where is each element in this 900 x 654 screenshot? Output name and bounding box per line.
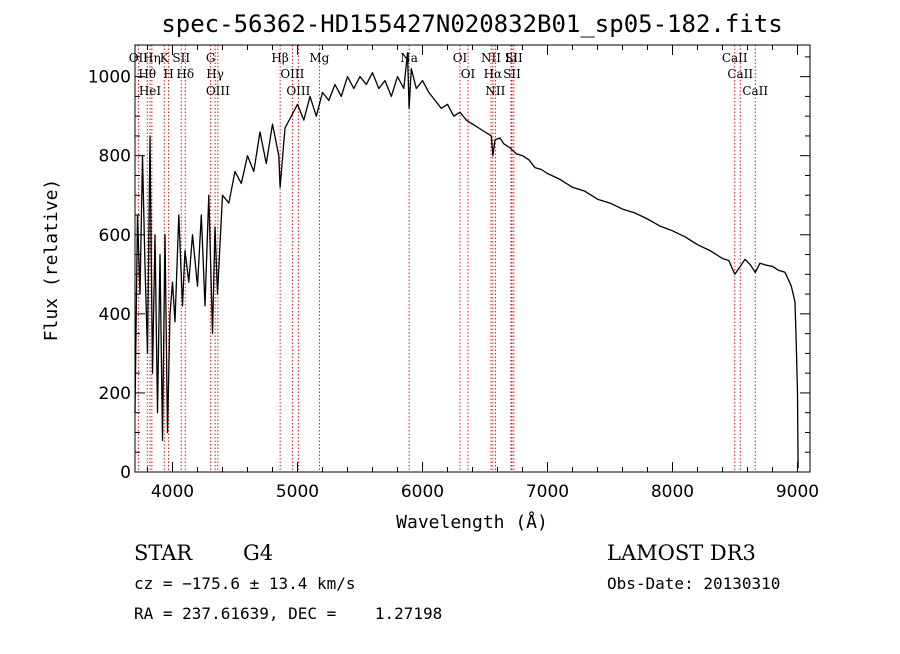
y-tick-label: 200 xyxy=(99,384,131,404)
plot-axes xyxy=(134,44,811,473)
x-tick-label: 9000 xyxy=(776,482,819,502)
spectral-line-label: Mg xyxy=(309,51,329,65)
y-tick-label: 0 xyxy=(120,463,131,483)
y-tick-label: 400 xyxy=(99,305,131,325)
y-axis-ticks: 0 200 400 600 800 1000 xyxy=(88,56,810,483)
spectral-line-label: Hδ xyxy=(176,67,194,81)
redshift-cz: cz = −175.6 ± 13.4 km/s xyxy=(134,574,356,593)
y-axis-label: Flux (relative) xyxy=(41,179,62,342)
spectral-line-label: CaII xyxy=(722,51,748,65)
object-class: STAR xyxy=(134,541,193,565)
spectral-line-labels: OII Hθ HeI Hη KH SII Hδ G Hγ OIII Hβ OIII OIII Mg Na OI… xyxy=(129,51,769,98)
spectral-line-label: Li xyxy=(505,51,517,65)
x-tick-label: 4000 xyxy=(151,482,194,502)
x-tick-label: 8000 xyxy=(651,482,694,502)
x-axis-ticks: 4000 5000 6000 7000 8000 9000 xyxy=(147,45,819,502)
x-axis-label: Wavelength (Å) xyxy=(396,511,548,533)
spectral-line-label: K xyxy=(160,51,170,65)
survey-name: LAMOST DR3 xyxy=(607,541,756,565)
spectrum-series xyxy=(134,52,799,469)
spectral-line-label: OII xyxy=(129,51,149,65)
sky-coordinates: RA = 237.61639, DEC = 1.27198 xyxy=(134,604,442,623)
spectral-line-label: CaII xyxy=(742,84,768,98)
chart-title: spec-56362-HD155427N020832B01_sp05-182.f… xyxy=(161,10,782,38)
plot-frame xyxy=(134,44,811,473)
spectrum-line-flux xyxy=(134,52,799,469)
spectral-line-label: NII xyxy=(481,51,501,65)
y-tick-label: 800 xyxy=(99,147,131,167)
object-subclass: G4 xyxy=(243,541,273,565)
spectral-line-label: OI xyxy=(461,67,476,81)
spectral-line-label: Hη xyxy=(143,51,161,65)
x-tick-label: 7000 xyxy=(526,482,569,502)
spectral-line-markers xyxy=(137,45,756,472)
spectral-line-label: SII xyxy=(505,51,523,65)
spectral-line-label: OIII xyxy=(286,84,310,98)
spectral-line-label: G xyxy=(206,51,216,65)
spectral-line-label: HeI xyxy=(139,84,162,98)
spectral-line-label: OIII xyxy=(280,67,304,81)
spectral-line-label: CaII xyxy=(727,67,753,81)
observation-date: Obs-Date: 20130310 xyxy=(607,574,780,593)
spectral-line-label: Hα xyxy=(484,67,503,81)
y-tick-label: 600 xyxy=(99,226,131,246)
spectral-line-label: Hβ xyxy=(271,51,288,65)
spectral-line-label: Hθ xyxy=(138,67,156,81)
spectral-line-label: Na xyxy=(400,51,418,65)
spectral-line-label: OI xyxy=(453,51,468,65)
spectral-line-label: Hγ xyxy=(206,67,224,81)
spectral-line-label: SII xyxy=(172,51,190,65)
spectral-line-label: OIII xyxy=(206,84,230,98)
x-tick-label: 5000 xyxy=(276,482,319,502)
spectral-line-label: SII xyxy=(503,67,521,81)
spectral-line-label: H xyxy=(163,67,173,81)
spectral-line-label: NII xyxy=(485,84,505,98)
y-tick-label: 1000 xyxy=(88,68,131,88)
x-tick-label: 6000 xyxy=(401,482,444,502)
